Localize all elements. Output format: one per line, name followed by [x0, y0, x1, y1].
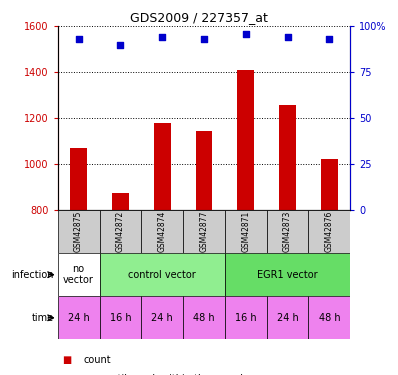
Point	[159, 34, 166, 40]
Text: percentile rank within the sample: percentile rank within the sample	[84, 374, 249, 375]
Bar	[225, 210, 267, 253]
Text: 16 h: 16 h	[235, 313, 257, 323]
Bar	[141, 296, 183, 339]
Bar	[100, 296, 141, 339]
Point	[117, 42, 124, 48]
Text: no
vector: no vector	[63, 264, 94, 285]
Point	[76, 36, 82, 42]
Text: 24 h: 24 h	[277, 313, 298, 323]
Text: EGR1 vector: EGR1 vector	[257, 270, 318, 280]
Point	[326, 36, 333, 42]
Bar	[225, 253, 350, 296]
Text: 16 h: 16 h	[109, 313, 131, 323]
Point	[201, 36, 207, 42]
Bar	[58, 210, 100, 253]
Bar	[238, 70, 254, 210]
Bar	[100, 210, 141, 253]
Point	[243, 31, 249, 37]
Bar	[58, 296, 100, 339]
Bar	[308, 210, 350, 253]
Bar	[267, 210, 308, 253]
Bar	[308, 296, 350, 339]
Text: ■: ■	[62, 355, 71, 365]
Bar	[183, 210, 225, 253]
Text: GSM42875: GSM42875	[74, 211, 83, 252]
Bar	[183, 296, 225, 339]
Bar	[141, 210, 183, 253]
Text: GSM42874: GSM42874	[158, 211, 167, 252]
Text: time: time	[31, 313, 54, 323]
Point	[285, 34, 291, 40]
Text: 48 h: 48 h	[193, 313, 215, 323]
Text: GSM42877: GSM42877	[199, 211, 209, 252]
Text: 24 h: 24 h	[151, 313, 173, 323]
Bar	[279, 105, 296, 210]
Text: 48 h: 48 h	[318, 313, 340, 323]
Text: 24 h: 24 h	[68, 313, 90, 323]
Text: GSM42871: GSM42871	[241, 211, 250, 252]
Text: infection: infection	[11, 270, 54, 280]
Bar	[70, 148, 87, 210]
Bar	[321, 159, 338, 210]
Bar	[112, 193, 129, 210]
Text: GSM42876: GSM42876	[325, 211, 334, 252]
Text: GSM42873: GSM42873	[283, 211, 292, 252]
Bar	[100, 253, 225, 296]
Text: GDS2009 / 227357_at: GDS2009 / 227357_at	[130, 11, 268, 24]
Text: count: count	[84, 355, 111, 365]
Text: control vector: control vector	[128, 270, 196, 280]
Bar	[154, 123, 171, 210]
Text: GSM42872: GSM42872	[116, 211, 125, 252]
Bar	[196, 131, 213, 210]
Bar	[225, 296, 267, 339]
Bar	[58, 253, 100, 296]
Bar	[267, 296, 308, 339]
Text: ■: ■	[62, 374, 71, 375]
